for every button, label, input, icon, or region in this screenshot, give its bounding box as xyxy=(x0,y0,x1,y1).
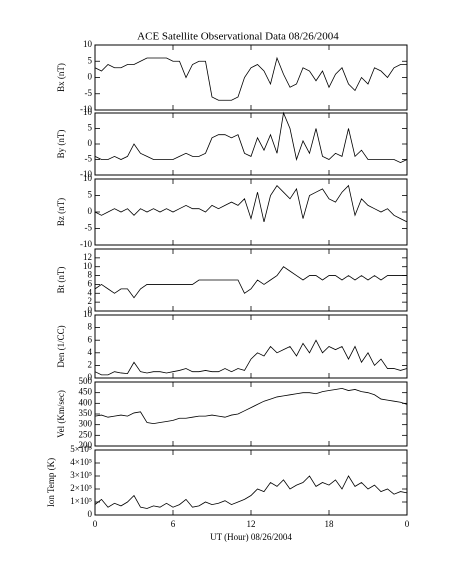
y-tick-label: -10 xyxy=(80,239,92,249)
y-tick-label: 5 xyxy=(88,55,93,65)
data-line xyxy=(94,111,408,164)
y-tick-label: -5 xyxy=(85,154,93,164)
y-tick-label: 4×10⁵ xyxy=(70,457,92,467)
y-tick-label: -5 xyxy=(85,88,93,98)
y-tick-label: 6 xyxy=(88,278,93,288)
y-tick-label: 6 xyxy=(88,334,93,344)
y-tick-label: 12 xyxy=(83,252,92,262)
y-tick-label: 5 xyxy=(88,123,93,133)
x-tick-label: 0 xyxy=(93,519,98,529)
y-tick-label: 10 xyxy=(83,309,93,319)
y-tick-label: 200 xyxy=(79,440,93,450)
data-line xyxy=(94,339,408,376)
y-tick-label: -10 xyxy=(80,169,92,179)
y-tick-label: 350 xyxy=(79,408,93,418)
y-axis-label: Den (1/CC) xyxy=(56,325,66,367)
x-tick-label: 0 xyxy=(405,519,410,529)
y-tick-label: 10 xyxy=(83,107,93,117)
y-tick-label: 250 xyxy=(79,429,93,439)
y-tick-label: 8 xyxy=(88,322,93,332)
y-tick-label: 2 xyxy=(88,359,93,369)
panel-frame xyxy=(94,314,408,379)
y-tick-label: 2×10⁵ xyxy=(70,483,92,493)
y-tick-label: 10 xyxy=(83,173,93,183)
y-tick-label: 400 xyxy=(79,397,93,407)
y-tick-label: 5×10⁵ xyxy=(70,444,92,454)
y-tick-label: 0 xyxy=(88,372,93,382)
y-tick-label: 4 xyxy=(88,347,93,357)
y-tick-label: 0 xyxy=(88,206,93,216)
y-axis-label: Bx (nT) xyxy=(56,63,66,92)
y-tick-label: -10 xyxy=(80,104,92,114)
y-tick-label: 0 xyxy=(88,138,93,148)
data-line xyxy=(94,475,408,509)
y-tick-label: 3×10⁵ xyxy=(70,470,92,480)
y-tick-label: 10 xyxy=(83,39,93,49)
y-tick-label: 1×10⁵ xyxy=(70,496,92,506)
chart-title: ACE Satellite Observational Data 08/26/2… xyxy=(137,31,339,43)
panel-frame xyxy=(94,112,408,176)
y-axis-label: Bt (nT) xyxy=(56,267,66,294)
y-axis-label: By (nT) xyxy=(56,130,66,159)
panel-frame xyxy=(94,248,408,312)
panel-frame xyxy=(94,44,408,111)
y-tick-label: 4 xyxy=(88,287,93,297)
y-axis-label: Ion Temp (K) xyxy=(46,458,56,507)
y-tick-label: 5 xyxy=(88,190,93,200)
y-tick-label: 500 xyxy=(79,376,93,386)
y-tick-label: -5 xyxy=(85,223,93,233)
y-tick-label: 10 xyxy=(83,261,93,271)
panel-frame xyxy=(94,449,408,516)
y-axis-label: Bz (nT) xyxy=(56,198,66,226)
y-tick-label: 0 xyxy=(88,72,93,82)
y-tick-label: 0 xyxy=(88,509,93,519)
x-tick-label: 6 xyxy=(171,519,176,529)
data-line xyxy=(94,387,408,425)
x-tick-label: 18 xyxy=(325,519,335,529)
data-line xyxy=(94,56,407,101)
y-tick-label: 2 xyxy=(88,296,93,306)
y-tick-label: 300 xyxy=(79,419,93,429)
x-tick-label: 12 xyxy=(247,519,256,529)
x-axis-label: UT (Hour) 08/26/2004 xyxy=(210,532,292,542)
data-line xyxy=(94,266,407,299)
y-tick-label: 8 xyxy=(88,270,93,280)
y-tick-label: 450 xyxy=(79,387,93,397)
panel-frame xyxy=(94,178,408,246)
y-tick-label: 0 xyxy=(88,305,93,315)
y-axis-label: Vel (Km/sec) xyxy=(56,390,66,438)
data-line xyxy=(94,184,408,223)
